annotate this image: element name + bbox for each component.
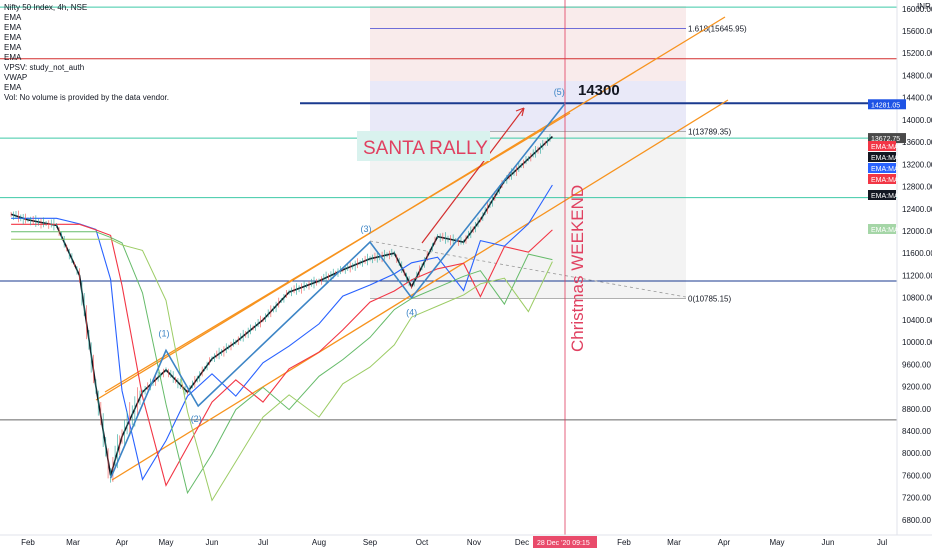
christmas-weekend-label: Christmas WEEKEND: [568, 185, 587, 352]
time-axis-tick: Nov: [467, 538, 481, 547]
time-axis-tick: Jul: [258, 538, 268, 547]
time-axis-tick: May: [158, 538, 173, 547]
price-axis-tick: 7600.00: [902, 471, 931, 480]
channel-mid-line[interactable]: [104, 112, 571, 393]
fib-zone-upper: [370, 81, 686, 132]
legend-ema-6[interactable]: EMA: [4, 83, 22, 92]
price-axis-tick: 9600.00: [902, 360, 931, 369]
fib-label-0: 0(10785.15): [688, 294, 731, 303]
time-axis-tick: Jul: [877, 538, 887, 547]
price-axis-tick: 11600.00: [902, 249, 932, 258]
target-price-label: 14300: [578, 82, 620, 99]
legend-ema-3[interactable]: EMA: [4, 33, 22, 42]
price-axis-tick: 7200.00: [902, 494, 931, 503]
time-axis-tick: Mar: [667, 538, 681, 547]
price-axis-tick: 6800.00: [902, 516, 931, 525]
wave-label-1: (1): [159, 328, 170, 338]
legend-vpsv[interactable]: VPSV: study_not_auth: [4, 63, 85, 72]
wave-label-5: (5): [554, 87, 565, 97]
price-axis-tick: 9200.00: [902, 383, 931, 392]
trend-arrow-line[interactable]: [421, 107, 525, 244]
time-axis-tick: Oct: [416, 538, 429, 547]
time-axis-tick: Jun: [206, 538, 219, 547]
channel-lower-line[interactable]: [111, 99, 729, 481]
price-axis-tick: 8400.00: [902, 427, 931, 436]
trend-arrow-head: [515, 107, 525, 117]
wave-label-2: (2): [191, 414, 202, 424]
currency-label: INR: [917, 2, 931, 11]
ema-badge-label[interactable]: EMA:MA: [871, 144, 899, 151]
price-axis-tick: 16000.00: [902, 5, 932, 14]
time-axis-bg: [0, 535, 932, 550]
price-axis-tick: 12400.00: [902, 205, 932, 214]
santa-rally-label: SANTA RALLY: [363, 138, 488, 159]
legend-vwap[interactable]: VWAP: [4, 73, 28, 82]
wave-label-3: (3): [361, 224, 372, 234]
ema-badge-bg: [868, 174, 896, 184]
price-axis-tick: 13200.00: [902, 160, 932, 169]
fib-label-1618: 1.618(15645.95): [688, 24, 747, 33]
time-axis-tick: Mar: [66, 538, 80, 547]
symbol-title[interactable]: Nifty 50 Index, 4h, NSE: [4, 3, 88, 12]
ema-badge-bg: [868, 224, 896, 234]
crosshair-date-badge[interactable]: 28 Dec '20 09:15: [537, 540, 590, 547]
indicator-legend: Nifty 50 Index, 4h, NSE EMA EMA EMA EMA …: [4, 3, 169, 103]
price-axis-tick: 12000.00: [902, 227, 932, 236]
price-axis-tick: 11200.00: [902, 271, 932, 280]
ema-badge-label[interactable]: EMA:MA: [871, 166, 899, 173]
ema-badge-bg: [868, 190, 896, 200]
ema-lightgreen-line[interactable]: [11, 238, 553, 502]
price-axis-tick: 13600.00: [902, 138, 932, 147]
time-axis-tick: Feb: [21, 538, 35, 547]
legend-ema-2[interactable]: EMA: [4, 23, 22, 32]
ema-badge-label[interactable]: EMA:MA: [871, 193, 899, 200]
price-axis-tick: 10400.00: [902, 316, 932, 325]
ema-badge-label[interactable]: EMA:MA: [871, 177, 899, 184]
ema-badge-bg: [868, 141, 896, 151]
price-axis-tick: 10800.00: [902, 294, 932, 303]
fib-label-1: 1(13789.35): [688, 128, 731, 137]
legend-ema-1[interactable]: EMA: [4, 13, 22, 22]
ema-red-line[interactable]: [11, 223, 553, 487]
legend-volume[interactable]: Vol: No volume is provided by the data v…: [4, 93, 169, 102]
price-axis-tick: 8000.00: [902, 449, 931, 458]
time-axis-tick: Apr: [718, 538, 731, 547]
time-axis-tick: Apr: [116, 538, 129, 547]
legend-ema-4[interactable]: EMA: [4, 43, 22, 52]
current-price-badge[interactable]: 13672.75: [871, 136, 900, 143]
ema-green-line[interactable]: [11, 231, 553, 495]
time-axis-tick: Dec: [515, 538, 529, 547]
price-axis-tick: 8800.00: [902, 405, 931, 414]
time-axis-tick: Feb: [617, 538, 631, 547]
time-axis-tick: Aug: [312, 538, 326, 547]
time-axis-tick: Sep: [363, 538, 378, 547]
ema-badge-label[interactable]: EMA:MA: [871, 155, 899, 162]
fib-zone-top: [370, 6, 686, 81]
price-axis-tick: 14800.00: [902, 71, 932, 80]
ema-badge-bg: [868, 152, 896, 162]
current-price-badge-bg: [868, 133, 906, 144]
price-axis-tick: 12800.00: [902, 183, 932, 192]
target-price-badge[interactable]: 14281.05: [871, 102, 900, 109]
santa-rally-bg: [357, 131, 490, 161]
date-badge-bg: [533, 536, 597, 548]
wave-label-4: (4): [406, 308, 417, 318]
price-axis-tick: 14000.00: [902, 116, 932, 125]
price-axis-tick: 15600.00: [902, 27, 932, 36]
price-axis-bg: [897, 0, 932, 550]
ema-badge-label[interactable]: EMA:MA: [871, 227, 899, 234]
ema-badge-bg: [868, 163, 896, 173]
elliott-wave-line[interactable]: [109, 102, 566, 479]
legend-ema-5[interactable]: EMA: [4, 53, 22, 62]
price-axis-tick: 15200.00: [902, 49, 932, 58]
price-axis-tick: 14400.00: [902, 94, 932, 103]
target-price-badge-bg: [868, 99, 906, 110]
price-axis-tick: 10000.00: [902, 338, 932, 347]
time-axis-tick: Jun: [822, 538, 835, 547]
time-axis-tick: May: [769, 538, 784, 547]
